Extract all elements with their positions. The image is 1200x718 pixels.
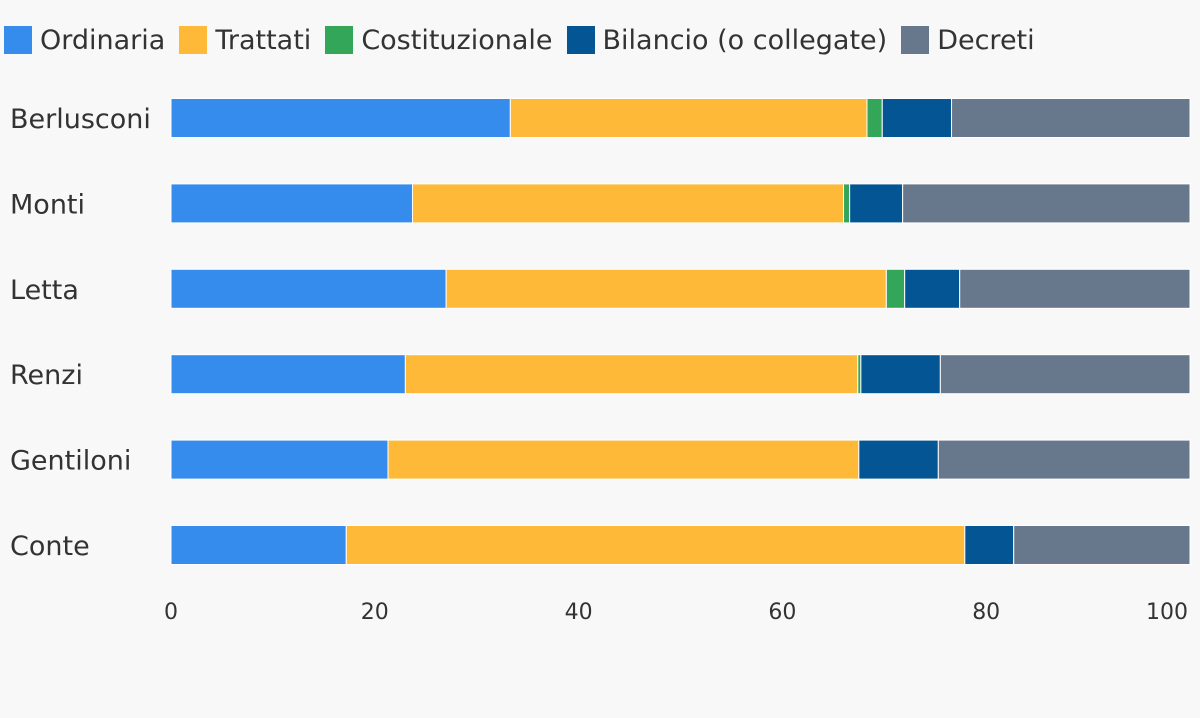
- category-label-gentiloni: Gentiloni: [10, 446, 131, 477]
- bar-gentiloni-trattati: [387, 439, 860, 480]
- legend-label: Costituzionale: [361, 24, 553, 56]
- bar-renzi-decreti: [939, 354, 1191, 395]
- bar-letta-costituzionale: [885, 268, 906, 309]
- bar-gentiloni-decreti: [937, 439, 1191, 480]
- category-label-monti: Monti: [10, 189, 85, 220]
- x-tick-label: 0: [164, 600, 178, 625]
- bar-berlusconi-trattati: [509, 98, 868, 138]
- bar-berlusconi-costituzionale: [866, 98, 883, 138]
- bar-conte-bilancio-o-collegate: [964, 525, 1015, 565]
- legend-swatch: [901, 26, 930, 54]
- legend-label: Ordinaria: [40, 24, 166, 56]
- bar-renzi-bilancio-o-collegate: [860, 354, 941, 395]
- bar-berlusconi-decreti: [951, 98, 1191, 138]
- legend-swatch: [566, 26, 595, 54]
- bar-letta-ordinaria: [170, 268, 447, 309]
- legend-swatch: [4, 26, 32, 54]
- bar-monti-decreti: [902, 183, 1191, 224]
- legend-item-costituzionale: Costituzionale: [325, 24, 553, 56]
- bar-berlusconi-bilancio-o-collegate: [881, 98, 953, 138]
- category-label-berlusconi: Berlusconi: [10, 104, 151, 135]
- x-tick-label: 60: [768, 600, 796, 625]
- legend-swatch: [325, 26, 354, 54]
- category-label-renzi: Renzi: [10, 360, 83, 391]
- bar-monti-costituzionale: [843, 183, 851, 224]
- bar-letta-bilancio-o-collegate: [904, 268, 961, 309]
- bar-berlusconi-ordinaria: [170, 98, 511, 138]
- bar-conte-trattati: [345, 525, 966, 565]
- legend-item-ordinaria: Ordinaria: [4, 25, 165, 56]
- bar-renzi-trattati: [404, 354, 859, 395]
- x-tick-label: 40: [565, 600, 593, 625]
- bar-gentiloni-ordinaria: [170, 439, 389, 480]
- category-labels: Berlusconi Monti Letta Renzi Gentiloni Conte: [10, 104, 151, 562]
- bar-letta-decreti: [959, 268, 1191, 309]
- legend-item-trattati: Trattati: [179, 25, 311, 56]
- bar-gentiloni-bilancio-o-collegate: [858, 439, 939, 480]
- bar-conte-decreti: [1013, 525, 1191, 565]
- category-label-letta: Letta: [10, 275, 79, 306]
- category-label-conte: Conte: [10, 531, 90, 562]
- x-tick-label: 100: [1146, 600, 1188, 625]
- x-tick-label: 20: [361, 600, 389, 625]
- legend-item-decreti: Decreti: [901, 24, 1035, 56]
- bar-monti-trattati: [412, 183, 845, 224]
- x-tick-label: 80: [972, 600, 1000, 625]
- bar-letta-trattati: [445, 268, 887, 309]
- bar-conte-ordinaria: [170, 525, 347, 565]
- bar-monti-bilancio-o-collegate: [849, 183, 904, 224]
- legend-label: Trattati: [215, 24, 312, 56]
- bar-renzi-ordinaria: [170, 354, 406, 395]
- bar-monti-ordinaria: [170, 183, 414, 224]
- legend-item-bilancio-o-collegate: Bilancio (o collegate): [566, 24, 888, 56]
- x-axis-ticks: 0 20 40 60 80 100: [164, 600, 1188, 625]
- chart-legend: Ordinaria Trattati Costituzionale Bilancio …: [4, 22, 1049, 58]
- legend-label: Bilancio (o collegate): [602, 24, 888, 56]
- legend-swatch: [179, 26, 208, 54]
- legend-label: Decreti: [937, 24, 1035, 56]
- bars-group: [170, 98, 1191, 565]
